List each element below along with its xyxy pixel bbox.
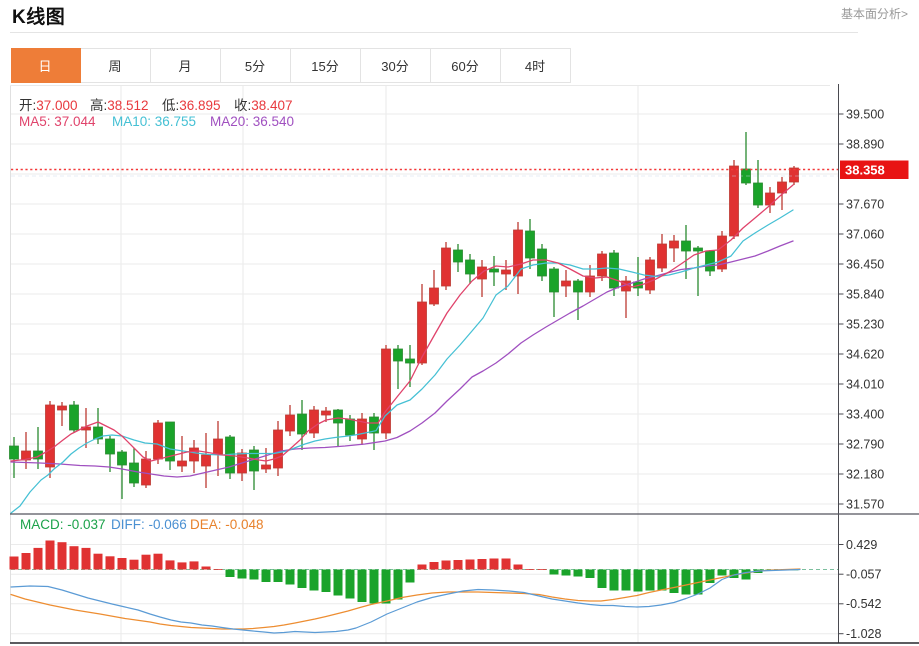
svg-text:35.840: 35.840 <box>846 287 884 301</box>
svg-text:0.429: 0.429 <box>846 538 877 552</box>
svg-text:38.358: 38.358 <box>845 163 885 178</box>
svg-text:-0.542: -0.542 <box>846 597 881 611</box>
svg-text:-0.057: -0.057 <box>846 568 881 582</box>
svg-text:34.010: 34.010 <box>846 377 884 391</box>
svg-text:34.620: 34.620 <box>846 347 884 361</box>
svg-text:39.500: 39.500 <box>846 107 884 121</box>
svg-text:38.890: 38.890 <box>846 137 884 151</box>
svg-text:31.570: 31.570 <box>846 497 884 511</box>
svg-text:35.230: 35.230 <box>846 317 884 331</box>
svg-text:37.060: 37.060 <box>846 227 884 241</box>
svg-text:32.180: 32.180 <box>846 467 884 481</box>
svg-text:33.400: 33.400 <box>846 407 884 421</box>
svg-text:37.670: 37.670 <box>846 197 884 211</box>
svg-text:36.450: 36.450 <box>846 257 884 271</box>
svg-text:-1.028: -1.028 <box>846 627 881 641</box>
svg-text:32.790: 32.790 <box>846 437 884 451</box>
